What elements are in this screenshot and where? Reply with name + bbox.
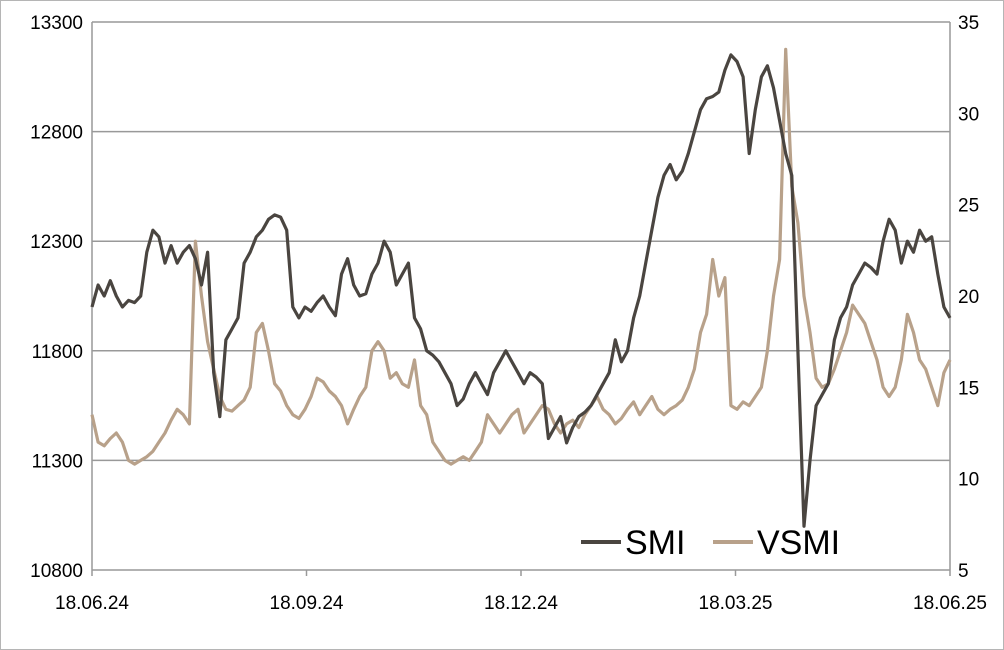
- right-tick-label: 30: [958, 104, 979, 125]
- left-tick-label: 12300: [30, 232, 83, 253]
- right-tick-label: 20: [958, 287, 979, 308]
- x-tick-label: 18.12.24: [484, 593, 558, 614]
- right-tick-label: 10: [958, 470, 979, 491]
- x-tick-label: 18.03.25: [699, 593, 773, 614]
- left-tick-label: 12800: [30, 123, 83, 144]
- series-line-vsmi: [90, 47, 952, 466]
- series-line-smi: [90, 53, 952, 528]
- axes: [91, 22, 951, 576]
- left-tick-label: 10800: [30, 561, 83, 582]
- legend: SMI VSMI: [581, 524, 840, 562]
- legend-label-smi: SMI: [625, 524, 685, 562]
- gridlines: [92, 21, 950, 571]
- x-tick-label: 18.09.24: [270, 593, 344, 614]
- tick-labels: 10800 11300 11800 12300 12800 13300 5 10 15 20 25 3…: [30, 13, 987, 614]
- x-tick-label: 18.06.25: [913, 593, 987, 614]
- right-tick-label: 5: [958, 561, 969, 582]
- left-tick-label: 11300: [32, 451, 83, 472]
- left-tick-label: 11800: [32, 342, 83, 363]
- series-lines: [90, 47, 952, 528]
- right-tick-label: 15: [958, 378, 979, 399]
- legend-label-vsmi: VSMI: [757, 524, 840, 562]
- right-tick-label: 25: [958, 196, 979, 217]
- right-tick-label: 35: [958, 13, 979, 34]
- left-tick-label: 13300: [30, 13, 83, 34]
- x-tick-label: 18.06.24: [55, 593, 129, 614]
